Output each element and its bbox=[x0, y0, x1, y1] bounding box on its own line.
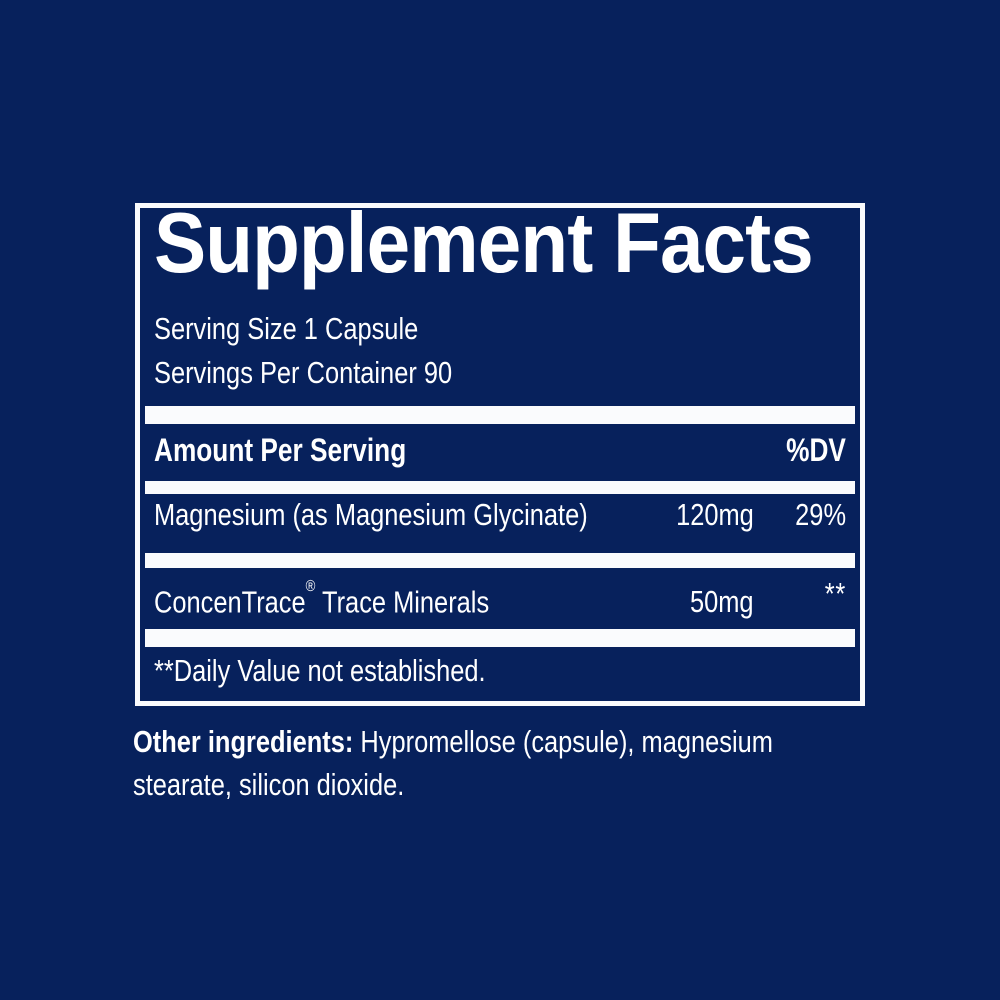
other-ingredients-paragraph: Other ingredients: Hypromellose (capsule… bbox=[133, 720, 805, 806]
other-ingredients-section: Other ingredients: Hypromellose (capsule… bbox=[133, 720, 953, 806]
registered-trademark-symbol: ® bbox=[305, 576, 316, 595]
separator-bar-thick-2 bbox=[145, 553, 855, 568]
supplement-facts-title: Supplement Facts bbox=[154, 196, 814, 291]
servings-per-container-text: Servings Per Container 90 bbox=[154, 355, 453, 390]
concentrace-brand: ConcenTrace bbox=[154, 584, 306, 620]
serving-size-text: Serving Size 1 Capsule bbox=[154, 311, 419, 346]
ingredient-dv-cell: ** bbox=[754, 576, 846, 623]
daily-value-footnote-line: **Daily Value not established. bbox=[154, 651, 846, 691]
amount-per-serving-label: Amount Per Serving bbox=[154, 432, 407, 468]
magnesium-name: Magnesium (as Magnesium Glycinate) bbox=[154, 497, 588, 532]
percent-dv-label: %DV bbox=[786, 432, 846, 468]
separator-bar-thin-1 bbox=[145, 481, 855, 494]
concentrace-amount: 50mg bbox=[690, 584, 754, 620]
separator-bar-thick-1 bbox=[145, 406, 855, 424]
ingredient-amount-cell: 50mg bbox=[636, 581, 754, 623]
magnesium-amount: 120mg bbox=[676, 497, 754, 532]
magnesium-dv: 29% bbox=[795, 497, 846, 532]
concentrace-name: ConcenTrace® Trace Minerals bbox=[154, 575, 489, 623]
panel-title: Supplement Facts bbox=[154, 200, 846, 288]
serving-size-line: Serving Size 1 Capsule bbox=[154, 308, 846, 350]
other-ingredients-label: Other ingredients: bbox=[133, 724, 354, 759]
amount-per-serving-header-cell: Amount Per Serving bbox=[154, 430, 754, 470]
separator-bar-thick-3 bbox=[145, 629, 855, 648]
ingredient-name-cell: Magnesium (as Magnesium Glycinate) bbox=[154, 494, 636, 536]
amount-header-row: Amount Per Serving %DV bbox=[154, 430, 846, 470]
percent-dv-header-cell: %DV bbox=[754, 430, 846, 470]
servings-per-container-line: Servings Per Container 90 bbox=[154, 352, 846, 394]
other-ingredients-text: Hypromellose (capsule), magnesium steara… bbox=[133, 724, 773, 802]
concentrace-rest: Trace Minerals bbox=[315, 584, 490, 620]
ingredient-amount-cell: 120mg bbox=[636, 494, 754, 536]
ingredient-row-magnesium: Magnesium (as Magnesium Glycinate) 120mg… bbox=[154, 494, 846, 536]
concentrace-dv-asterisks: ** bbox=[824, 576, 846, 612]
ingredient-name-cell: ConcenTrace® Trace Minerals bbox=[154, 575, 636, 623]
ingredient-row-concentrace: ConcenTrace® Trace Minerals 50mg ** bbox=[154, 575, 846, 623]
supplement-facts-panel: Supplement Facts Serving Size 1 Capsule … bbox=[135, 200, 865, 706]
daily-value-footnote: **Daily Value not established. bbox=[154, 653, 486, 689]
ingredient-dv-cell: 29% bbox=[754, 494, 846, 536]
